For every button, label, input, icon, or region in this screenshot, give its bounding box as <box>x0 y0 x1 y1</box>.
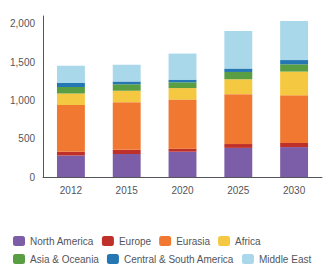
svg-text:Central & South America: Central & South America <box>124 254 234 265</box>
svg-text:Asia & Oceania: Asia & Oceania <box>30 254 99 265</box>
svg-text:2015: 2015 <box>116 185 139 196</box>
svg-text:1,500: 1,500 <box>10 57 35 68</box>
svg-text:1,000: 1,000 <box>10 95 35 106</box>
svg-text:2020: 2020 <box>171 185 194 196</box>
svg-text:Middle East: Middle East <box>259 254 311 265</box>
svg-text:North America: North America <box>30 236 94 247</box>
svg-text:Africa: Africa <box>235 236 261 247</box>
svg-text:500: 500 <box>18 133 35 144</box>
svg-text:Europe: Europe <box>119 236 152 247</box>
svg-text:2012: 2012 <box>60 185 83 196</box>
svg-text:2,000: 2,000 <box>10 18 35 29</box>
svg-text:Eurasia: Eurasia <box>176 236 210 247</box>
svg-text:2030: 2030 <box>283 185 306 196</box>
svg-text:0: 0 <box>29 172 35 183</box>
svg-text:2025: 2025 <box>227 185 250 196</box>
